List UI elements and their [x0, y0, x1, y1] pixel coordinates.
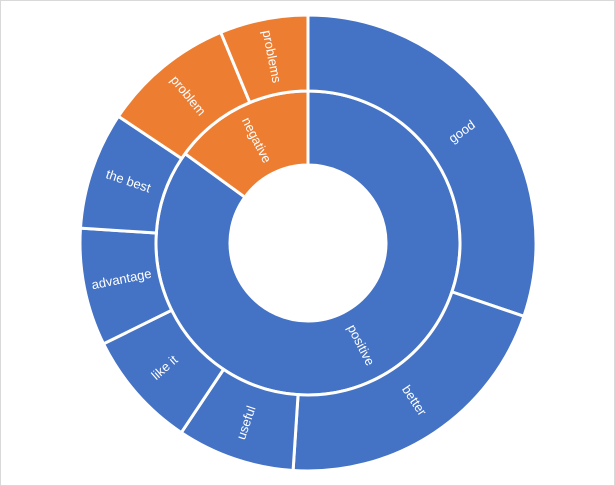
outer-segment-good[interactable]: [306, 13, 538, 319]
outer-segment-problems[interactable]: [218, 13, 310, 105]
